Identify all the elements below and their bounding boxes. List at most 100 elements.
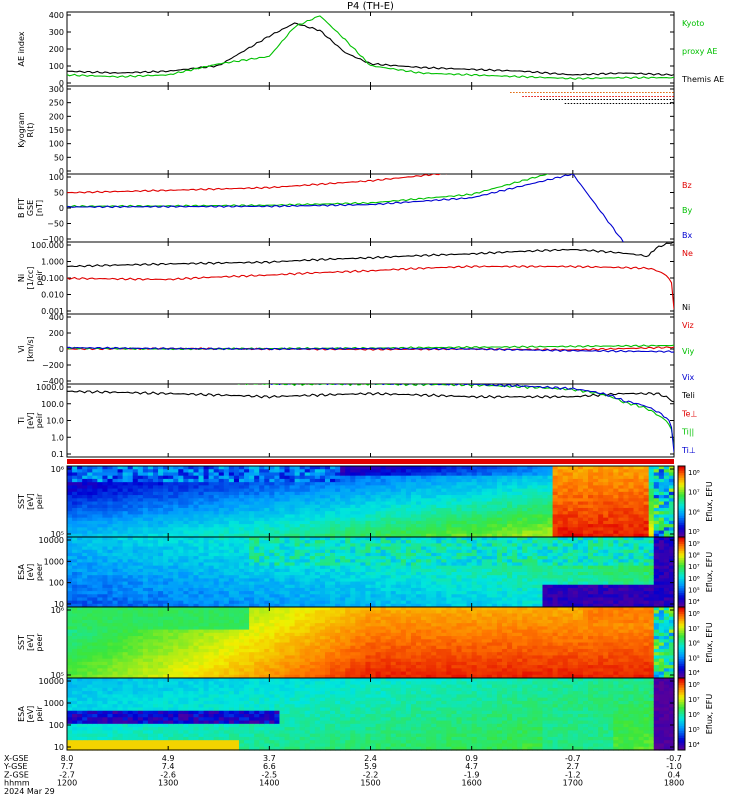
sst_e-cell: [375, 504, 382, 509]
sst_e-cell: [147, 478, 154, 483]
sst_e-cell: [228, 482, 235, 486]
esa_e-cell: [532, 600, 539, 605]
sst_e-cell: [259, 514, 265, 519]
sst_e-cell: [466, 530, 473, 535]
sst_e-cell: [613, 501, 619, 506]
sst_e-cell: [380, 482, 387, 486]
esa_e-cell: [142, 559, 149, 564]
sst_e-cell: [416, 520, 422, 525]
sst_e-cell: [431, 491, 437, 496]
sst_e-cell: [517, 501, 523, 506]
sst_e-cell: [360, 524, 367, 528]
esa_e-cell: [588, 600, 594, 605]
esa_e-cell: [350, 581, 356, 586]
esa_e-cell: [456, 540, 463, 544]
sst_e-cell: [582, 527, 589, 532]
sst_e-cell: [628, 517, 635, 522]
sst_e-cell: [238, 501, 245, 506]
sst_e-cell: [481, 517, 488, 522]
esa_e-cell: [340, 600, 346, 605]
sst_e-cell: [522, 533, 528, 538]
sst_e-cell: [390, 482, 397, 486]
sst_e-cell: [476, 533, 483, 538]
esa_e-cell: [244, 562, 250, 567]
sst_e-cell: [365, 533, 372, 538]
esa_e-cell: [522, 578, 528, 583]
sst_e-cell: [82, 533, 88, 538]
sst_e-cell: [112, 520, 119, 525]
esa_e-cell: [67, 594, 73, 599]
esa_e-cell: [163, 584, 169, 589]
sst_e-cell: [264, 469, 270, 474]
esa_e-cell: [249, 603, 255, 608]
esa_e-cell: [461, 572, 468, 576]
sst_e-cell: [335, 511, 341, 516]
esa_e-cell: [77, 591, 83, 595]
sst_e-cell: [603, 466, 609, 470]
sst_e-cell: [117, 511, 124, 516]
esa_e-cell: [375, 543, 382, 548]
sst_e-cell: [537, 533, 544, 538]
esa_e-cell: [198, 565, 205, 570]
sst_e-cell: [72, 485, 78, 490]
sst_e-cell: [264, 488, 270, 493]
sst_e-cell: [537, 485, 544, 490]
esa_e-cell: [446, 591, 453, 595]
esa_e-cell: [233, 565, 240, 570]
esa_e-cell: [183, 591, 189, 595]
sst_e-cell: [638, 488, 645, 493]
sst_e-cell: [481, 530, 488, 535]
esa_e-cell: [456, 591, 463, 595]
esa_e-cell: [158, 565, 164, 570]
esa_e-cell: [345, 543, 351, 548]
esa_e-cell: [502, 587, 508, 592]
sst_e-cell: [436, 514, 442, 519]
esa_e-cell: [188, 603, 195, 608]
sst_e-cell: [663, 517, 670, 522]
sst_e-cell: [613, 469, 619, 474]
esa_e-cell: [461, 562, 468, 567]
sst_e-cell: [299, 488, 306, 493]
esa_e-cell: [431, 581, 437, 586]
esa_e-cell: [102, 575, 109, 579]
sst_e-cell: [294, 527, 301, 532]
esa_e-cell: [567, 591, 574, 595]
esa_e-cell: [375, 559, 382, 564]
sst_e-cell: [491, 501, 498, 506]
sst_e-cell: [582, 507, 589, 512]
sst_e-cell: [517, 498, 523, 503]
esa_e-cell: [567, 600, 574, 605]
sst_e-cell: [481, 514, 488, 519]
esa_e-cell: [410, 594, 417, 599]
esa_e-cell: [375, 578, 382, 583]
sst_e-cell: [203, 514, 210, 519]
sst_e-cell: [582, 485, 589, 490]
esa_e-cell: [461, 546, 468, 551]
sst_e-cell: [72, 533, 78, 538]
esa_e-cell: [461, 537, 468, 541]
sst_e-cell: [405, 527, 412, 532]
sst_e-cell: [486, 524, 493, 528]
sst_e-cell: [668, 466, 675, 470]
sst_e-cell: [572, 495, 579, 499]
esa_e-cell: [294, 552, 301, 557]
esa_e-cell: [405, 559, 412, 564]
sst_e-cell: [522, 507, 528, 512]
sst_e-cell: [512, 478, 518, 483]
esa_e-cell: [345, 546, 351, 551]
sst_e-cell: [668, 501, 675, 506]
esa_e-cell: [304, 587, 311, 592]
sst_e-cell: [653, 530, 660, 535]
sst_e-cell: [309, 495, 316, 499]
sst_e-cell: [466, 475, 473, 480]
sst_e-cell: [380, 530, 387, 535]
esa_e-cell: [527, 559, 533, 564]
sst_e-cell: [193, 533, 200, 538]
esa_e-cell: [335, 565, 341, 570]
esa_e-cell: [213, 603, 220, 608]
esa_e-cell: [203, 549, 210, 554]
sst_e-cell: [218, 472, 225, 477]
sst_e-cell: [572, 469, 579, 474]
esa_e-cell: [178, 584, 184, 589]
sst_e-cell: [653, 511, 660, 516]
